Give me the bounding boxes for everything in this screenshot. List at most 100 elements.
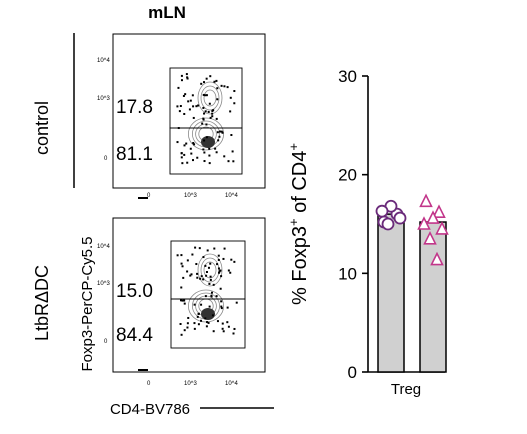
event-dot [191, 94, 194, 97]
event-dot [202, 278, 205, 281]
event-dot [192, 105, 195, 108]
event-dot [187, 100, 190, 103]
event-dot [209, 262, 212, 265]
event-dot [185, 73, 188, 76]
data-point-triangle [423, 231, 437, 245]
event-dot [229, 271, 232, 274]
event-dot [209, 116, 212, 119]
event-dot [208, 305, 211, 308]
event-dot [180, 79, 183, 82]
event-dot [189, 274, 192, 277]
y-tick-label: 0 [104, 156, 108, 162]
bar-1 [419, 221, 447, 373]
event-dot [203, 160, 206, 163]
event-dot [207, 321, 210, 324]
event-dot [229, 110, 232, 113]
event-dot [205, 94, 208, 97]
gate-value-neg: 84.4 [116, 325, 153, 346]
event-dot [181, 162, 184, 165]
event-dot [180, 262, 183, 265]
event-dot [219, 130, 222, 133]
event-dot [196, 276, 199, 279]
event-dot [221, 131, 224, 134]
event-dot [214, 147, 217, 150]
contour-ring [203, 89, 217, 107]
bar-0 [377, 213, 405, 373]
event-dot [222, 330, 225, 333]
event-dot [185, 142, 188, 145]
event-dot [208, 102, 211, 105]
event-dot [183, 302, 186, 305]
contour-ring [197, 253, 223, 287]
flow-frame [112, 33, 266, 189]
event-dot [223, 247, 226, 250]
event-dot [216, 87, 219, 90]
event-dot [229, 96, 232, 99]
contour-core [201, 136, 215, 148]
event-dot [183, 329, 186, 332]
event-dot [221, 322, 224, 325]
y-tick-label: 10 [338, 264, 357, 283]
x-tick-label: 10^3 [184, 193, 197, 199]
event-dot [220, 275, 223, 278]
event-dot [200, 275, 203, 278]
contour-ring [203, 261, 217, 279]
event-dot [220, 305, 223, 308]
event-dot [205, 77, 208, 80]
event-dot [176, 141, 179, 144]
event-dot [180, 74, 183, 77]
event-dot [208, 162, 211, 165]
event-dot [226, 86, 229, 89]
event-dot [197, 104, 200, 107]
event-dot [193, 303, 196, 306]
event-dot [205, 274, 208, 277]
event-dot [230, 258, 233, 261]
event-dot [217, 139, 220, 142]
event-dot [215, 117, 218, 120]
gate-value-pos: 17.8 [116, 97, 153, 118]
event-dot [233, 90, 236, 93]
event-dot [227, 160, 230, 163]
axis-event-dot [138, 197, 148, 199]
flow-frame [112, 217, 266, 373]
event-dot [180, 254, 183, 257]
event-dot [233, 327, 236, 330]
event-dot [186, 77, 189, 80]
event-dot [220, 84, 223, 87]
event-dot [181, 265, 184, 268]
gate-value-pos: 15.0 [116, 281, 153, 302]
sup: + [286, 218, 301, 226]
event-dot [201, 122, 204, 125]
event-dot [176, 254, 179, 257]
y-tick-label: 0 [104, 339, 108, 345]
event-dot [212, 283, 215, 286]
event-dot [205, 271, 208, 274]
event-dot [227, 269, 230, 272]
event-dot [216, 263, 219, 266]
event-dot [233, 260, 236, 263]
event-dot [208, 147, 211, 150]
event-dot [186, 259, 189, 262]
event-dot [203, 151, 206, 154]
gate-foxp3-neg [169, 127, 243, 175]
event-dot [208, 154, 211, 157]
x-tick-label: 10^4 [225, 381, 238, 387]
event-dot [177, 86, 180, 89]
event-dot [204, 110, 207, 113]
event-dot [203, 139, 206, 142]
event-dot [196, 315, 199, 318]
y-axis-label: % Foxp3+ of CD4+ [286, 143, 311, 305]
y-tick-label: 10^3 [97, 96, 110, 102]
event-dot [192, 159, 195, 162]
event-dot [206, 321, 209, 324]
event-dot [221, 327, 224, 330]
event-dot [192, 141, 195, 144]
event-dot [215, 79, 218, 82]
event-dot [194, 246, 197, 249]
data-point-circle [381, 217, 395, 231]
event-dot [179, 299, 182, 302]
event-dot [231, 150, 234, 153]
event-dot [232, 332, 235, 335]
event-dot [200, 319, 203, 322]
